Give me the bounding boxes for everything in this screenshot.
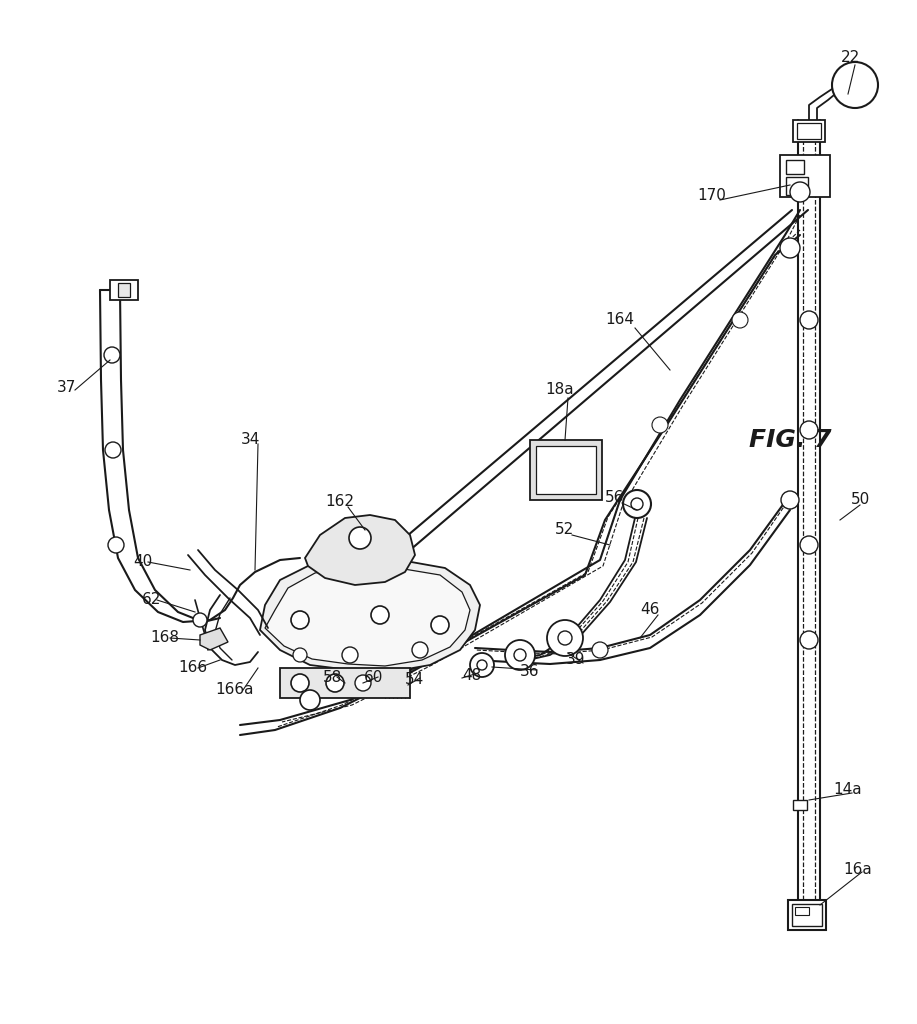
Text: 56: 56 (605, 490, 624, 506)
Circle shape (349, 527, 371, 549)
Bar (118, 283, 130, 297)
Circle shape (412, 642, 428, 658)
Circle shape (558, 631, 572, 645)
Circle shape (800, 311, 818, 329)
Text: 166: 166 (179, 660, 207, 676)
Text: 36: 36 (520, 665, 540, 680)
Bar (793, 800, 807, 810)
Circle shape (832, 62, 878, 108)
Text: 52: 52 (556, 522, 575, 538)
Circle shape (623, 490, 651, 518)
Circle shape (470, 653, 494, 677)
Circle shape (477, 660, 487, 670)
Circle shape (592, 642, 608, 658)
Bar (797, 123, 821, 139)
Text: 162: 162 (326, 495, 355, 510)
Circle shape (326, 674, 344, 692)
Circle shape (342, 647, 358, 663)
Circle shape (371, 606, 389, 624)
Circle shape (431, 616, 449, 634)
Text: 40: 40 (133, 555, 152, 569)
Circle shape (800, 536, 818, 554)
Polygon shape (305, 515, 415, 585)
Circle shape (800, 631, 818, 649)
Text: 16a: 16a (844, 862, 872, 878)
Bar (788, 900, 826, 930)
Bar (793, 120, 825, 142)
Text: 48: 48 (462, 668, 481, 683)
Bar (780, 155, 830, 197)
Text: 46: 46 (640, 602, 659, 617)
Text: 18a: 18a (546, 383, 574, 397)
Polygon shape (265, 566, 470, 666)
Circle shape (652, 417, 668, 433)
Circle shape (790, 182, 810, 202)
Bar (795, 907, 809, 915)
Circle shape (291, 611, 309, 629)
Bar (280, 668, 410, 698)
Circle shape (105, 442, 121, 458)
Bar (536, 446, 596, 494)
Bar (792, 904, 822, 926)
Circle shape (781, 490, 799, 509)
Text: FIG. 7: FIG. 7 (749, 428, 831, 452)
Circle shape (108, 537, 124, 553)
Circle shape (193, 613, 207, 627)
Circle shape (293, 648, 307, 662)
Polygon shape (260, 558, 480, 672)
Circle shape (732, 312, 748, 328)
Text: 22: 22 (840, 50, 859, 66)
Text: 37: 37 (56, 381, 76, 395)
Circle shape (300, 690, 320, 710)
Circle shape (631, 498, 643, 510)
Text: 58: 58 (323, 671, 342, 685)
Circle shape (355, 675, 371, 691)
Text: 54: 54 (405, 673, 425, 687)
Circle shape (505, 640, 535, 670)
Text: 62: 62 (142, 593, 161, 607)
Text: 14a: 14a (834, 782, 862, 798)
Text: 50: 50 (850, 493, 869, 508)
Text: 60: 60 (364, 671, 383, 685)
Polygon shape (200, 628, 228, 650)
Text: 34: 34 (240, 432, 260, 447)
Bar (110, 280, 138, 300)
Text: 166a: 166a (215, 683, 254, 697)
Text: 39: 39 (567, 652, 586, 668)
Text: 170: 170 (698, 187, 726, 203)
Circle shape (780, 238, 800, 258)
Circle shape (514, 649, 526, 662)
Circle shape (800, 421, 818, 439)
Bar (530, 440, 602, 500)
Circle shape (291, 674, 309, 692)
Bar (786, 177, 808, 195)
Text: 168: 168 (150, 631, 180, 645)
Circle shape (104, 347, 120, 362)
Circle shape (547, 620, 583, 656)
Text: 164: 164 (605, 312, 635, 328)
Bar (786, 160, 804, 174)
